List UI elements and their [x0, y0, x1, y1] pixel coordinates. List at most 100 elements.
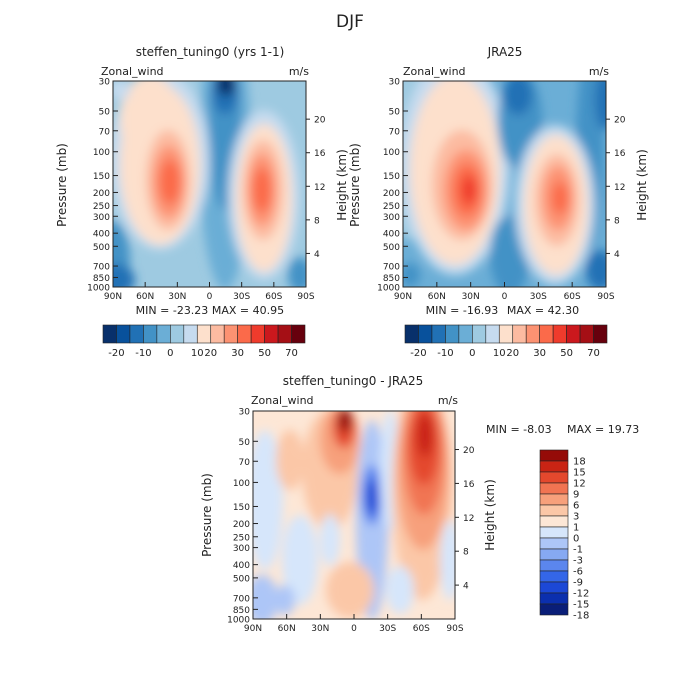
colorbar-swatch — [579, 324, 594, 344]
colorbar-swatch — [539, 537, 569, 550]
colorbar-label: -9 — [573, 578, 583, 589]
tick-marks — [402, 80, 610, 288]
colorbar-swatch — [277, 324, 292, 344]
y-tick-label: 150 — [383, 172, 400, 182]
x-tick-labels: 90N 60N 30N 0 30S 60S 90S — [104, 292, 315, 302]
y-tick-label: 50 — [239, 438, 251, 448]
x-tick-label: 30N — [311, 624, 329, 634]
x-tick-label: 60N — [136, 292, 154, 302]
colorbar-label: 30 — [533, 348, 546, 359]
y-tick-label: 30 — [239, 408, 251, 418]
height-tick-label: 12 — [314, 183, 325, 193]
colorbar-label: 0 — [573, 534, 579, 545]
colorbar-label: 0 — [167, 348, 173, 359]
min-value: MIN = -16.93 — [426, 304, 499, 317]
height-tick-labels: 20 16 12 8 4 — [614, 116, 626, 260]
colorbar-swatch — [485, 324, 500, 344]
y-tick-label: 50 — [389, 108, 401, 118]
colorbar-swatch — [539, 493, 569, 506]
colorbar-swatch — [183, 324, 198, 344]
panel-title: steffen_tuning0 - JRA25 — [283, 374, 424, 388]
y-tick-label: 300 — [93, 213, 110, 223]
colorbar-label: 1 — [573, 523, 579, 534]
colorbar-label: 50 — [560, 348, 573, 359]
colorbar-label: 70 — [587, 348, 600, 359]
colorbar-label: -3 — [573, 556, 583, 567]
tick-marks — [112, 80, 310, 288]
heatmap-field — [403, 81, 606, 287]
x-tick-label: 0 — [502, 292, 508, 302]
x-tick-label: 90S — [597, 292, 614, 302]
y-tick-label: 200 — [93, 189, 110, 199]
colorbar-swatch — [210, 324, 225, 344]
y-tick-label: 700 — [383, 263, 400, 273]
y-tick-label: 700 — [93, 263, 110, 273]
colorbar-label: 15 — [573, 468, 586, 479]
y-tick-label: 100 — [233, 479, 250, 489]
y-tick-label: 400 — [383, 230, 400, 240]
colorbar-swatch — [196, 324, 212, 344]
y-axis-right-label: Height (km) — [335, 149, 349, 220]
y-tick-label: 850 — [383, 274, 400, 284]
variable-label: Zonal_wind — [403, 65, 466, 78]
colorbar-swatch — [458, 324, 473, 344]
x-tick-label: 0 — [207, 292, 213, 302]
colorbar: -20 -10 0 10 20 30 50 70 — [102, 324, 306, 359]
colorbar-label: 30 — [231, 348, 244, 359]
colorbar-label: -1 — [573, 545, 583, 556]
y-axis-right-label: Height (km) — [635, 149, 649, 220]
colorbar-label: 3 — [573, 512, 579, 523]
colorbar-swatch — [539, 548, 569, 561]
panel-obs: JRA25 Zonal_wind m/s — [348, 45, 649, 359]
colorbar-label: -6 — [573, 567, 583, 578]
colorbar-label: 70 — [285, 348, 298, 359]
colorbar-swatch — [472, 324, 487, 344]
colorbar-swatch — [102, 324, 117, 344]
colorbar-swatch — [552, 324, 567, 344]
variable-label: Zonal_wind — [251, 394, 314, 407]
colorbar-swatch — [431, 324, 446, 344]
y-axis-label: Pressure (mb) — [55, 143, 69, 227]
y-tick-label: 30 — [389, 78, 401, 88]
y-tick-label: 150 — [93, 172, 110, 182]
y-tick-label: 1000 — [377, 284, 400, 294]
y-tick-label: 250 — [383, 202, 400, 212]
colorbar-label: 20 — [506, 348, 519, 359]
max-value: MAX = 40.95 — [212, 304, 284, 317]
x-tick-label: 30N — [462, 292, 480, 302]
variable-label: Zonal_wind — [101, 65, 164, 78]
y-tick-label: 500 — [93, 243, 110, 253]
colorbar-label: -10 — [135, 348, 151, 359]
colorbar-swatch — [237, 324, 252, 344]
colorbar-swatch — [512, 324, 527, 344]
colorbar-swatch — [539, 559, 569, 572]
colorbar-swatch — [223, 324, 238, 344]
colorbar-swatch — [264, 324, 279, 344]
x-tick-label: 90S — [446, 624, 463, 634]
y-tick-label: 70 — [99, 127, 111, 137]
colorbar-label: -18 — [573, 611, 589, 622]
x-tick-label: 90N — [244, 624, 262, 634]
colorbar-label: 20 — [204, 348, 217, 359]
y-tick-label: 70 — [389, 127, 401, 137]
height-tick-label: 8 — [614, 216, 620, 226]
height-tick-label: 16 — [314, 149, 326, 159]
colorbar-label: 10 — [191, 348, 204, 359]
colorbar-swatch — [404, 324, 419, 344]
height-tick-label: 4 — [614, 250, 620, 260]
y-tick-label: 300 — [383, 213, 400, 223]
panel-model: steffen_tuning0 (yrs 1-1) Zonal_wind m/s — [55, 45, 349, 359]
x-tick-label: 60S — [265, 292, 282, 302]
colorbar-swatch — [156, 324, 171, 344]
y-tick-label: 500 — [233, 574, 250, 584]
height-tick-label: 12 — [614, 183, 625, 193]
x-tick-label: 30S — [379, 624, 396, 634]
height-tick-label: 8 — [463, 548, 469, 558]
colorbar-swatch — [539, 592, 569, 605]
colorbar-swatch — [498, 324, 514, 344]
x-tick-label: 0 — [351, 624, 357, 634]
colorbar-swatch — [129, 324, 144, 344]
colorbar-swatch — [566, 324, 581, 344]
